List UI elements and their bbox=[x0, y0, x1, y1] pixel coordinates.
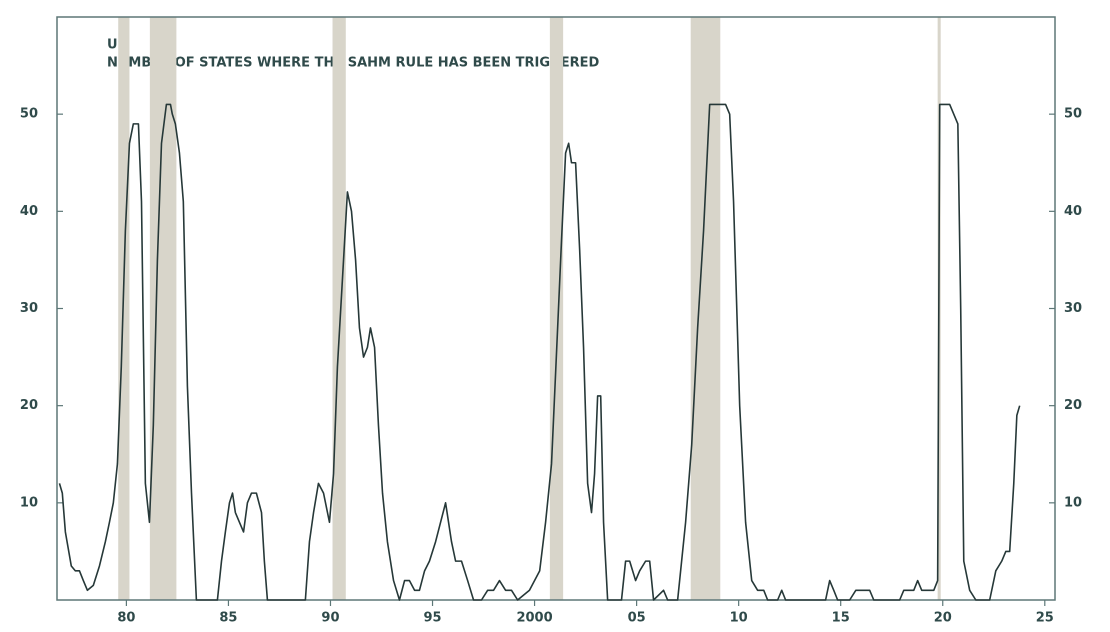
x-tick-label: 05 bbox=[628, 611, 646, 626]
y-tick-label: 30 bbox=[20, 301, 38, 316]
y-tick-label: 50 bbox=[20, 107, 38, 122]
data-line bbox=[58, 103, 1021, 601]
y-tick-label: 40 bbox=[20, 204, 38, 219]
y-tick-label: 20 bbox=[20, 398, 38, 413]
recession-band bbox=[549, 17, 564, 600]
y2-tick-label: 10 bbox=[1064, 495, 1082, 510]
y-tick-label: 10 bbox=[20, 495, 38, 510]
y2-tick-label: 50 bbox=[1064, 107, 1082, 122]
x-tick-label: 20 bbox=[934, 611, 952, 626]
x-tick-label: 10 bbox=[730, 611, 748, 626]
chart-subtitle: NUMBER OF STATES WHERE THE SAHM RULE HAS… bbox=[107, 56, 599, 71]
y2-tick-label: 30 bbox=[1064, 301, 1082, 316]
x-tick-label: 15 bbox=[832, 611, 850, 626]
x-tick-label: 90 bbox=[321, 611, 339, 626]
x-tick-label: 2000 bbox=[516, 611, 552, 626]
recession-band bbox=[332, 17, 346, 600]
x-tick-label: 25 bbox=[1036, 611, 1054, 626]
x-tick-label: 85 bbox=[219, 611, 237, 626]
recession-band bbox=[690, 17, 721, 600]
recession-band bbox=[149, 17, 177, 600]
x-tick-label: 95 bbox=[423, 611, 441, 626]
y2-tick-label: 20 bbox=[1064, 398, 1082, 413]
recession-band bbox=[118, 17, 130, 600]
x-tick-label: 80 bbox=[117, 611, 135, 626]
y2-tick-label: 40 bbox=[1064, 204, 1082, 219]
